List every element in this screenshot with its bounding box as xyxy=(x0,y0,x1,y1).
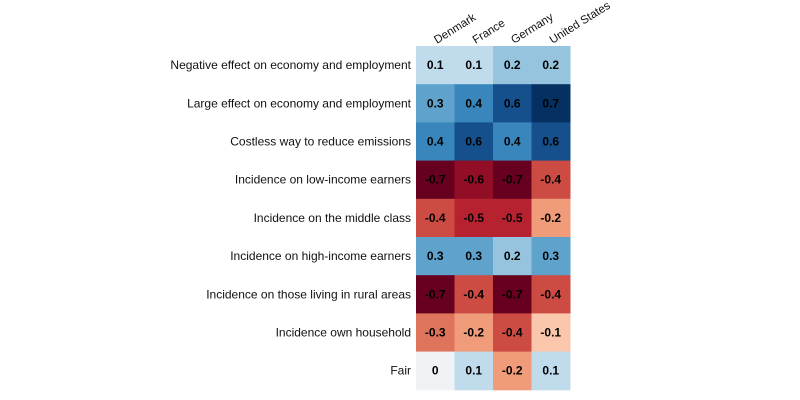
cell-value-label: 0.2 xyxy=(504,58,521,72)
row-labels: Negative effect on economy and employmen… xyxy=(170,58,411,378)
cell-value-label: 0.1 xyxy=(427,58,444,72)
heatmap-cell xyxy=(416,237,455,276)
cell-value-label: -0.4 xyxy=(540,173,561,187)
row-label: Costless way to reduce emissions xyxy=(230,135,411,149)
heatmap-cell xyxy=(493,313,532,353)
column-label: Denmark xyxy=(432,12,478,47)
cell-value-label: -0.7 xyxy=(502,287,523,301)
cell-value-label: 0.7 xyxy=(542,96,559,110)
heatmap-cells: 0.1 0.1 0.2 0.2 0.3 0.4 0.6 0.7 0.4 0.6 0.4 0.6 -0.7… xyxy=(416,46,571,391)
heatmap-cell xyxy=(493,84,532,123)
cell-value-label: 0.1 xyxy=(465,364,482,378)
cell-value-label: -0.2 xyxy=(463,326,484,340)
heatmap-cell xyxy=(493,351,532,391)
heatmap-cell xyxy=(416,275,455,314)
row-label: Incidence own household xyxy=(276,326,411,340)
cell-value-label: -0.5 xyxy=(463,211,484,225)
row-label: Large effect on economy and employment xyxy=(187,96,412,110)
cell-value-label: 0.4 xyxy=(465,96,482,110)
heatmap-cell xyxy=(454,160,494,200)
cell-value-label: 0.2 xyxy=(504,249,521,263)
cell-value-label: -0.4 xyxy=(540,287,561,301)
column-label: United States xyxy=(548,0,613,47)
cell-value-label: 0.3 xyxy=(427,96,444,110)
heatmap-cell xyxy=(493,122,532,162)
row-label: Incidence on the middle class xyxy=(254,211,411,225)
cell-value-label: 0.4 xyxy=(504,135,521,149)
cell-value-label: -0.4 xyxy=(502,326,523,340)
cell-value-label: -0.3 xyxy=(425,326,446,340)
cell-value-label: 0.4 xyxy=(427,135,444,149)
cell-value-label: -0.7 xyxy=(425,287,446,301)
cell-value-label: -0.1 xyxy=(540,326,561,340)
heatmap-cell xyxy=(493,198,532,238)
heatmap-cell xyxy=(454,351,494,391)
heatmap-cell xyxy=(531,313,571,353)
heatmap-cell xyxy=(454,84,494,123)
heatmap-cell xyxy=(493,46,532,85)
heatmap-cell xyxy=(531,160,571,200)
heatmap-cell xyxy=(416,313,455,353)
cell-value-label: -0.4 xyxy=(463,287,484,301)
heatmap-cell xyxy=(454,46,494,85)
cell-value-label: 0 xyxy=(432,364,439,378)
cell-value-label: 0.3 xyxy=(542,249,559,263)
heatmap-cell xyxy=(416,160,455,200)
heatmap-cell xyxy=(416,46,455,85)
heatmap-cell xyxy=(493,160,532,200)
heatmap-cell xyxy=(531,84,571,123)
row-label: Fair xyxy=(390,364,411,378)
cell-value-label: 0.6 xyxy=(504,96,521,110)
heatmap-cell xyxy=(454,237,494,276)
cell-value-label: -0.5 xyxy=(502,211,523,225)
cell-value-label: -0.2 xyxy=(502,364,523,378)
heatmap-cell xyxy=(454,313,494,353)
heatmap-cell xyxy=(531,351,571,391)
heatmap-cell xyxy=(531,198,571,238)
cell-value-label: 0.3 xyxy=(427,249,444,263)
heatmap-cell xyxy=(416,351,455,391)
row-label: Incidence on low-income earners xyxy=(235,173,411,187)
cell-value-label: 0.3 xyxy=(465,249,482,263)
heatmap-cell xyxy=(454,275,494,314)
row-label: Negative effect on economy and employmen… xyxy=(170,58,411,72)
row-label: Incidence on high-income earners xyxy=(230,249,411,263)
cell-value-label: -0.4 xyxy=(425,211,446,225)
heatmap-cell xyxy=(416,198,455,238)
heatmap-cell xyxy=(531,46,571,85)
heatmap-cell xyxy=(416,84,455,123)
heatmap-cell xyxy=(454,198,494,238)
row-label: Incidence on those living in rural areas xyxy=(206,287,411,301)
heatmap-cell xyxy=(416,122,455,162)
column-label: Germany xyxy=(509,11,556,46)
heatmap-cell xyxy=(531,122,571,162)
cell-value-label: 0.6 xyxy=(465,135,482,149)
heatmap-cell xyxy=(531,237,571,276)
cell-value-label: -0.2 xyxy=(540,211,561,225)
cell-value-label: 0.1 xyxy=(542,364,559,378)
cell-value-label: 0.2 xyxy=(542,58,559,72)
cell-value-label: -0.7 xyxy=(502,173,523,187)
heatmap-cell xyxy=(493,237,532,276)
cell-value-label: 0.6 xyxy=(542,135,559,149)
heatmap-cell xyxy=(531,275,571,314)
cell-value-label: -0.6 xyxy=(463,173,484,187)
cell-value-label: 0.1 xyxy=(465,58,482,72)
heatmap-cell xyxy=(454,122,494,162)
cell-value-label: -0.7 xyxy=(425,173,446,187)
heatmap-cell xyxy=(493,275,532,314)
